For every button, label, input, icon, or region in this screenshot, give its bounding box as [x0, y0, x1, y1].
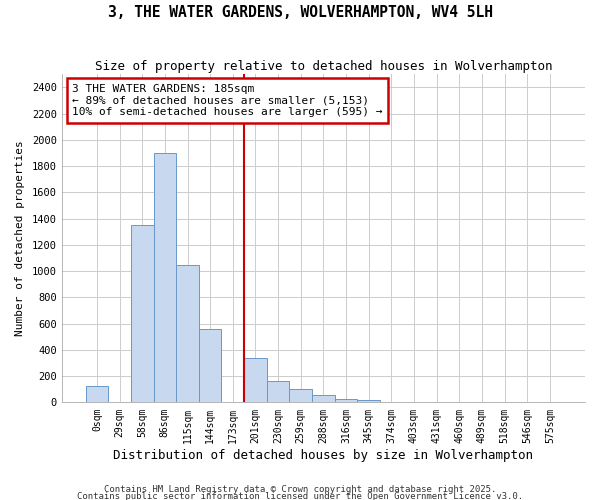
Bar [244, 358, 267, 403]
Bar [358, 400, 380, 402]
Text: Contains public sector information licensed under the Open Government Licence v3: Contains public sector information licen… [77, 492, 523, 500]
Text: Contains HM Land Registry data © Crown copyright and database right 2025.: Contains HM Land Registry data © Crown c… [104, 486, 496, 494]
Text: 3, THE WATER GARDENS, WOLVERHAMPTON, WV4 5LH: 3, THE WATER GARDENS, WOLVERHAMPTON, WV4… [107, 5, 493, 20]
Bar [131, 225, 154, 402]
Bar [154, 153, 176, 402]
X-axis label: Distribution of detached houses by size in Wolverhampton: Distribution of detached houses by size … [113, 450, 533, 462]
Bar [267, 381, 289, 402]
Bar [199, 329, 221, 402]
Bar [289, 388, 312, 402]
Bar [335, 398, 358, 402]
Title: Size of property relative to detached houses in Wolverhampton: Size of property relative to detached ho… [95, 60, 552, 73]
Y-axis label: Number of detached properties: Number of detached properties [15, 140, 25, 336]
Text: 3 THE WATER GARDENS: 185sqm
← 89% of detached houses are smaller (5,153)
10% of : 3 THE WATER GARDENS: 185sqm ← 89% of det… [72, 84, 383, 117]
Bar [312, 394, 335, 402]
Bar [86, 386, 108, 402]
Bar [176, 264, 199, 402]
